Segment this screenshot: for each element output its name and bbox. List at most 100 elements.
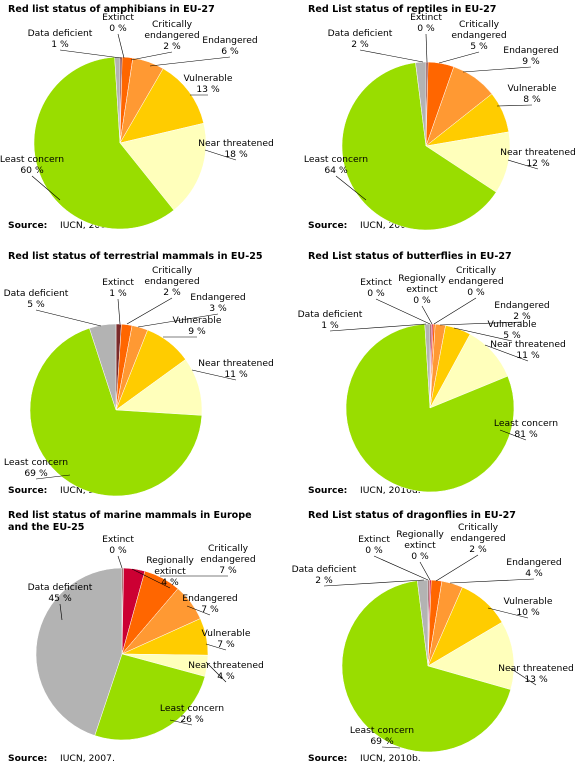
- slice-label-near-threatened: Near threatened: [188, 660, 264, 671]
- slice-value-least-concern: 26 %: [180, 714, 204, 725]
- slice-value-near-threatened: 4 %: [217, 671, 235, 682]
- leader-line: [487, 607, 529, 619]
- leader-line: [462, 66, 532, 73]
- slice-value-vulnerable: 7 %: [217, 639, 235, 650]
- chart-title: Red list status of terrestrial mammals i…: [8, 251, 263, 262]
- slice-value-endangered: 2 %: [513, 311, 531, 322]
- chart-title-line-1: Red list status of marine mammals in Eur…: [8, 510, 252, 521]
- leader-line: [137, 313, 219, 328]
- leader-line: [421, 305, 433, 325]
- chart-panel-3: Red list status of terrestrial mammals i…: [4, 251, 274, 497]
- slice-label-near-threatened: Near threatened: [198, 138, 274, 149]
- slice-value-extinct: 0 %: [109, 545, 127, 556]
- slice-value-critically-endangered: 7 %: [219, 565, 237, 576]
- slice-label-least-concern: Least concern: [350, 725, 414, 736]
- leader-line: [205, 643, 227, 651]
- leader-line: [117, 298, 121, 325]
- pie-slice-least-concern: [94, 653, 206, 741]
- slice-label-data-deficient: Data deficient: [28, 28, 93, 39]
- slice-label-regionally-extinct: Regionally: [398, 273, 446, 284]
- slice-value-near-threatened: 11 %: [516, 350, 540, 361]
- leader-line: [191, 369, 237, 381]
- chart-panel-4: Red List status of butterflies in EU-27 S…: [298, 251, 566, 496]
- slice-label-regionally-extinct: extinct: [406, 284, 438, 295]
- slice-value-extinct: 0 %: [365, 545, 383, 556]
- source-text: IUCN, 2009b.: [360, 220, 421, 231]
- chart-panel-1: Red list status of amphibians in EU-27 So…: [0, 4, 274, 231]
- slice-label-critically-endangered: endangered: [200, 554, 255, 565]
- slice-label-critically-endangered: Critically: [208, 543, 249, 554]
- pie-slice-vulnerable: [119, 68, 205, 144]
- slice-label-extinct: Extinct: [358, 534, 390, 545]
- chart-panel-2: Red List status of reptiles in EU-27 Sour…: [304, 4, 576, 231]
- slice-label-endangered: Endangered: [182, 593, 237, 604]
- slice-value-extinct: 1 %: [109, 288, 127, 299]
- slice-value-least-concern: 69 %: [24, 468, 48, 479]
- source-text: IUCN, 2009a.: [60, 220, 121, 231]
- slice-value-critically-endangered: 2 %: [469, 544, 487, 555]
- slice-label-critically-endangered: Critically: [152, 265, 193, 276]
- source-text: IUCN, 2007.: [60, 753, 115, 764]
- slice-label-critically-endangered: endangered: [144, 276, 199, 287]
- leader-line: [496, 104, 533, 107]
- leader-line: [149, 56, 231, 67]
- chart-panel-5: Red list status of marine mammals in Eur…: [8, 510, 264, 764]
- source-label: Source:: [308, 753, 347, 764]
- slice-label-critically-endangered: Critically: [152, 19, 193, 30]
- slice-value-data-deficient: 1 %: [321, 320, 339, 331]
- slice-label-endangered: Endangered: [503, 45, 558, 56]
- slice-label-data-deficient: Data deficient: [328, 28, 393, 39]
- leader-line: [433, 297, 477, 325]
- slice-value-least-concern: 64 %: [324, 165, 348, 176]
- slice-label-vulnerable: Vulnerable: [202, 628, 251, 639]
- source-label: Source:: [308, 220, 347, 231]
- pie-slice-data-deficient: [89, 323, 117, 411]
- pie-slice-near-threatened: [425, 131, 511, 193]
- slice-label-vulnerable: Vulnerable: [184, 73, 233, 84]
- slice-value-endangered: 6 %: [221, 46, 239, 57]
- leader-line: [449, 578, 535, 584]
- slice-label-critically-endangered: endangered: [448, 276, 503, 287]
- leader-line: [335, 175, 367, 201]
- slice-label-endangered: Endangered: [202, 35, 257, 46]
- leader-line: [509, 667, 537, 686]
- leader-line: [126, 297, 173, 325]
- slice-label-data-deficient: Data deficient: [298, 309, 363, 320]
- leader-line: [35, 474, 71, 480]
- leader-line: [35, 309, 102, 327]
- leader-line: [31, 175, 61, 201]
- pie-slice-least-concern: [341, 580, 512, 753]
- leader-line: [439, 321, 523, 326]
- slice-label-critically-endangered: Critically: [458, 522, 499, 533]
- slice-label-critically-endangered: endangered: [450, 533, 505, 544]
- leader-line: [131, 568, 171, 589]
- leader-line: [329, 323, 427, 332]
- chart-title: Red List status of butterflies in EU-27: [308, 251, 512, 262]
- slice-value-vulnerable: 5 %: [503, 330, 521, 341]
- leader-line: [425, 33, 428, 63]
- slice-label-regionally-extinct: extinct: [154, 566, 186, 577]
- slice-label-regionally-extinct: Regionally: [146, 555, 194, 566]
- slice-value-data-deficient: 5 %: [27, 299, 45, 310]
- chart-title: Red list status of amphibians in EU-27: [8, 4, 215, 15]
- slice-label-extinct: Extinct: [360, 277, 392, 288]
- leader-line: [381, 746, 401, 749]
- chart-title: Red List status of dragonflies in EU-27: [308, 510, 516, 521]
- slice-label-vulnerable: Vulnerable: [173, 315, 222, 326]
- slice-value-data-deficient: 45 %: [48, 593, 72, 604]
- slice-label-least-concern: Least concern: [494, 418, 558, 429]
- slice-label-endangered: Endangered: [190, 292, 245, 303]
- slice-value-regionally-extinct: 0 %: [411, 551, 429, 562]
- slice-value-data-deficient: 1 %: [51, 39, 69, 50]
- slice-value-critically-endangered: 2 %: [163, 287, 181, 298]
- leader-line: [117, 33, 125, 59]
- slice-value-critically-endangered: 5 %: [470, 41, 488, 52]
- slice-value-vulnerable: 13 %: [196, 84, 220, 95]
- source-text: IUCN, 2010b.: [360, 753, 421, 764]
- leader-line: [375, 298, 431, 325]
- slice-value-data-deficient: 2 %: [315, 575, 333, 586]
- pie-slice-least-concern: [345, 323, 515, 493]
- slice-value-critically-endangered: 2 %: [163, 41, 181, 52]
- slice-label-data-deficient: Data deficient: [292, 564, 357, 575]
